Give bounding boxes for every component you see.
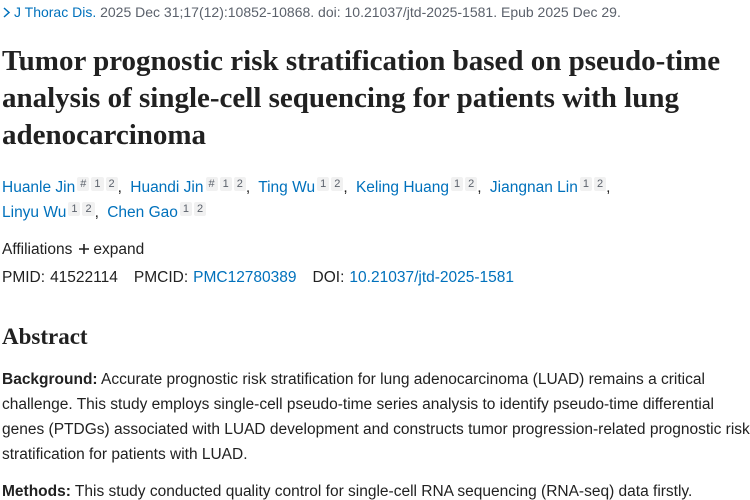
affiliation-mark[interactable]: 2 (82, 202, 95, 216)
citation-details: 2025 Dec 31;17(12):10852-10868. doi: 10.… (100, 4, 621, 20)
abstract-section: Methods: This study conducted quality co… (2, 479, 750, 500)
affiliation-mark[interactable]: 2 (331, 177, 344, 191)
affiliation-mark[interactable]: 2 (593, 177, 607, 191)
separator: , (245, 179, 251, 196)
affiliation-mark[interactable]: 1 (451, 177, 464, 191)
author: Linyu Wu 1 2, (2, 202, 103, 221)
pmid-value: 41522114 (50, 269, 118, 286)
affiliation-mark[interactable]: # (77, 177, 90, 191)
affiliation-mark[interactable]: 1 (68, 202, 81, 216)
affiliations-label: Affiliations (2, 241, 73, 258)
author-list: Huanle Jin #1 2, Huandi Jin #1 2, Ting Wu 1 2,… (2, 175, 747, 225)
section-text: Accurate prognostic risk stratification … (2, 371, 750, 463)
author-name[interactable]: Jiangnan Lin (489, 179, 578, 196)
plus-icon[interactable] (78, 243, 90, 255)
author-name[interactable]: Keling Huang (355, 179, 450, 196)
doi-label: DOI: (312, 269, 345, 286)
affiliation-mark[interactable]: 1 (579, 177, 592, 191)
doi-link[interactable]: 10.21037/jtd-2025-1581 (349, 269, 515, 286)
author: Huanle Jin #1 2, (2, 177, 126, 196)
abstract-body: Background: Accurate prognostic risk str… (2, 367, 750, 500)
section-label: Methods: (2, 483, 71, 500)
affiliation-mark[interactable]: 2 (465, 177, 478, 191)
section-text: This study conducted quality control for… (74, 483, 693, 500)
section-label: Background: (2, 371, 98, 388)
pmid-label: PMID: (2, 269, 46, 286)
affiliation-mark[interactable]: 2 (233, 177, 246, 191)
expand-button[interactable]: expand (93, 241, 145, 258)
separator: , (117, 179, 122, 196)
separator: , (477, 179, 482, 196)
author-name[interactable]: Linyu Wu (2, 204, 67, 221)
affiliation-mark[interactable]: 1 (219, 177, 232, 191)
author-name[interactable]: Chen Gao (107, 204, 178, 221)
separator: , (94, 204, 99, 221)
affiliation-mark[interactable]: # (205, 177, 218, 191)
pmcid-link[interactable]: PMC12780389 (193, 269, 297, 286)
author-name[interactable]: Huandi Jin (130, 179, 204, 196)
journal-link[interactable]: J Thorac Dis. (14, 4, 97, 20)
abstract-section: Background: Accurate prognostic risk str… (2, 367, 750, 467)
article-title: Tumor prognostic risk stratification bas… (2, 45, 721, 151)
author: Chen Gao 1 2 (107, 202, 207, 221)
affiliation-mark[interactable]: 1 (317, 177, 330, 191)
identifiers: PMID: 41522114 PMCID: PMC12780389 DOI: 10.210… (2, 269, 530, 287)
author-name[interactable]: Huanle Jin (2, 179, 76, 196)
affiliation-mark[interactable]: 2 (105, 177, 118, 191)
author: Ting Wu 1 2, (258, 177, 351, 196)
affiliation-mark[interactable]: 1 (91, 177, 104, 191)
citation: J Thorac Dis. 2025 Dec 31;17(12):10852-1… (2, 4, 621, 20)
affiliation-mark[interactable]: 1 (179, 202, 193, 216)
chevron-icon (3, 7, 11, 18)
author: Huandi Jin #1 2, (130, 177, 254, 196)
affiliations: Affiliations expand (2, 241, 144, 259)
author-name[interactable]: Ting Wu (258, 179, 316, 196)
abstract-heading: Abstract (2, 324, 88, 349)
separator: , (606, 179, 611, 196)
pmcid-label: PMCID: (133, 269, 189, 286)
affiliation-mark[interactable]: 2 (194, 202, 207, 216)
separator: , (343, 179, 348, 196)
author: Jiangnan Lin 1 2, (489, 177, 614, 196)
author: Keling Huang 1 2, (355, 177, 486, 196)
